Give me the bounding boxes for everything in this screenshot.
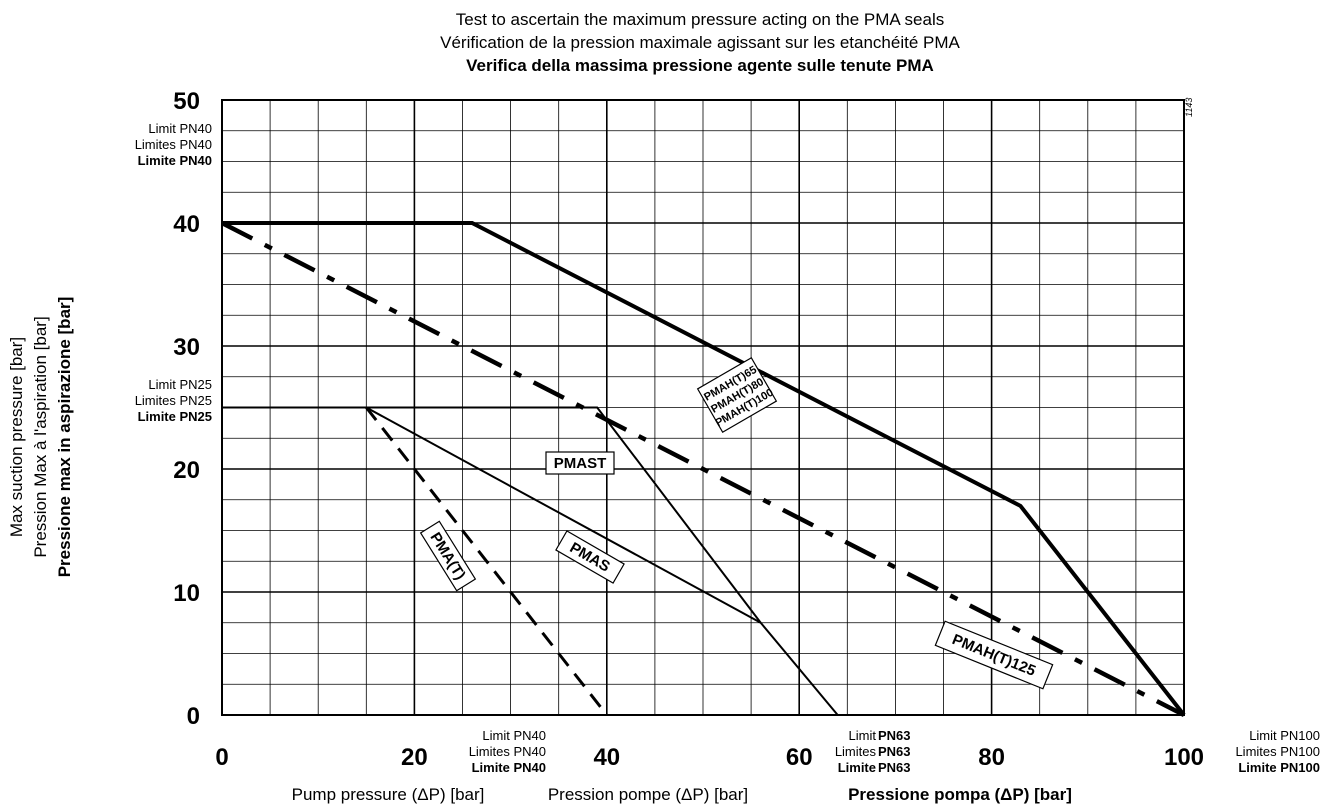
- series-label-box: [419, 520, 477, 592]
- series-label-box: [934, 620, 1054, 690]
- y-limit-note: Limite PN25: [138, 409, 212, 424]
- y-limit-note: Limites PN25: [135, 393, 212, 408]
- x-limit-note: Limite PN100: [1238, 760, 1320, 775]
- series-line-2: [222, 406, 839, 716]
- y-tick-label: 0: [187, 703, 200, 730]
- ylabel-fr: Pression Max à l'aspiration [bar]: [31, 316, 50, 557]
- series-label-box: [555, 530, 625, 584]
- title-line-en: Test to ascertain the maximum pressure a…: [456, 10, 945, 29]
- x-limit-note-value: PN63: [878, 760, 911, 775]
- x-axis-label: Pump pressure (ΔP) [bar] Pression pompe …: [292, 785, 1072, 804]
- grid: [221, 99, 1185, 716]
- y-tick-label: 40: [173, 211, 200, 238]
- x-limit-note-value: PN63: [878, 744, 911, 759]
- y-tick-label: 20: [173, 457, 200, 484]
- series-label-3: PMAS: [555, 530, 625, 584]
- title-line-it: Verifica della massima pressione agente …: [466, 56, 934, 75]
- x-tick-label: 40: [593, 744, 620, 771]
- x-limit-note-prefix: Limit: [849, 728, 877, 743]
- x-tick-label: 20: [401, 744, 428, 771]
- series-label-4: PMA(T): [419, 520, 477, 592]
- x-limit-note: Limit PN40: [482, 728, 546, 743]
- x-tick-label: 60: [786, 744, 813, 771]
- x-limit-note: Limite PN40: [472, 760, 546, 775]
- chart-title: Test to ascertain the maximum pressure a…: [440, 10, 960, 75]
- tick-labels: 0 10 20 30 40 50 0 20 40 60 80 100: [173, 88, 1204, 771]
- series-label-text: PMAST: [554, 455, 607, 472]
- series-label-1: PMAH(T)125: [934, 620, 1054, 690]
- figure-code: 1143: [1184, 98, 1194, 117]
- y-limit-note: Limit PN25: [148, 377, 212, 392]
- series-label-2: PMAST: [545, 451, 615, 475]
- y-tick-label: 50: [173, 88, 200, 115]
- y-axis-label: Max suction pressure [bar] Pression Max …: [7, 297, 74, 578]
- xlabel-en: Pump pressure (ΔP) [bar]: [292, 785, 485, 804]
- series-label-box: [696, 357, 778, 433]
- y-limit-note: Limites PN40: [135, 137, 212, 152]
- x-limit-note-value: PN63: [878, 728, 911, 743]
- title-line-fr: Vérification de la pression maximale agi…: [440, 33, 960, 52]
- series-line-1: [220, 220, 1186, 718]
- x-tick-label: 80: [978, 744, 1005, 771]
- y-limit-note: Limit PN40: [148, 121, 212, 136]
- y-tick-label: 30: [173, 334, 200, 361]
- x-limit-note: Limit PN100: [1249, 728, 1320, 743]
- ylabel-it: Pressione max in aspirazione [bar]: [55, 297, 74, 578]
- ylabel-en: Max suction pressure [bar]: [7, 337, 26, 537]
- y-limit-note: Limite PN40: [138, 153, 212, 168]
- xlabel-it: Pressione pompa (ΔP) [bar]: [848, 785, 1072, 804]
- xlabel-fr: Pression pompe (ΔP) [bar]: [548, 785, 748, 804]
- series-line-3: [365, 406, 762, 624]
- x-limit-note-prefix: Limite: [838, 760, 876, 775]
- y-tick-label: 10: [173, 580, 200, 607]
- x-limit-note: Limites PN40: [469, 744, 546, 759]
- x-limit-note-prefix: Limites: [835, 744, 877, 759]
- x-limit-note: Limites PN100: [1235, 744, 1320, 759]
- x-tick-label: 100: [1164, 744, 1204, 771]
- x-tick-label: 0: [215, 744, 228, 771]
- series-label-box: [545, 451, 615, 475]
- series-line-4: [365, 406, 608, 716]
